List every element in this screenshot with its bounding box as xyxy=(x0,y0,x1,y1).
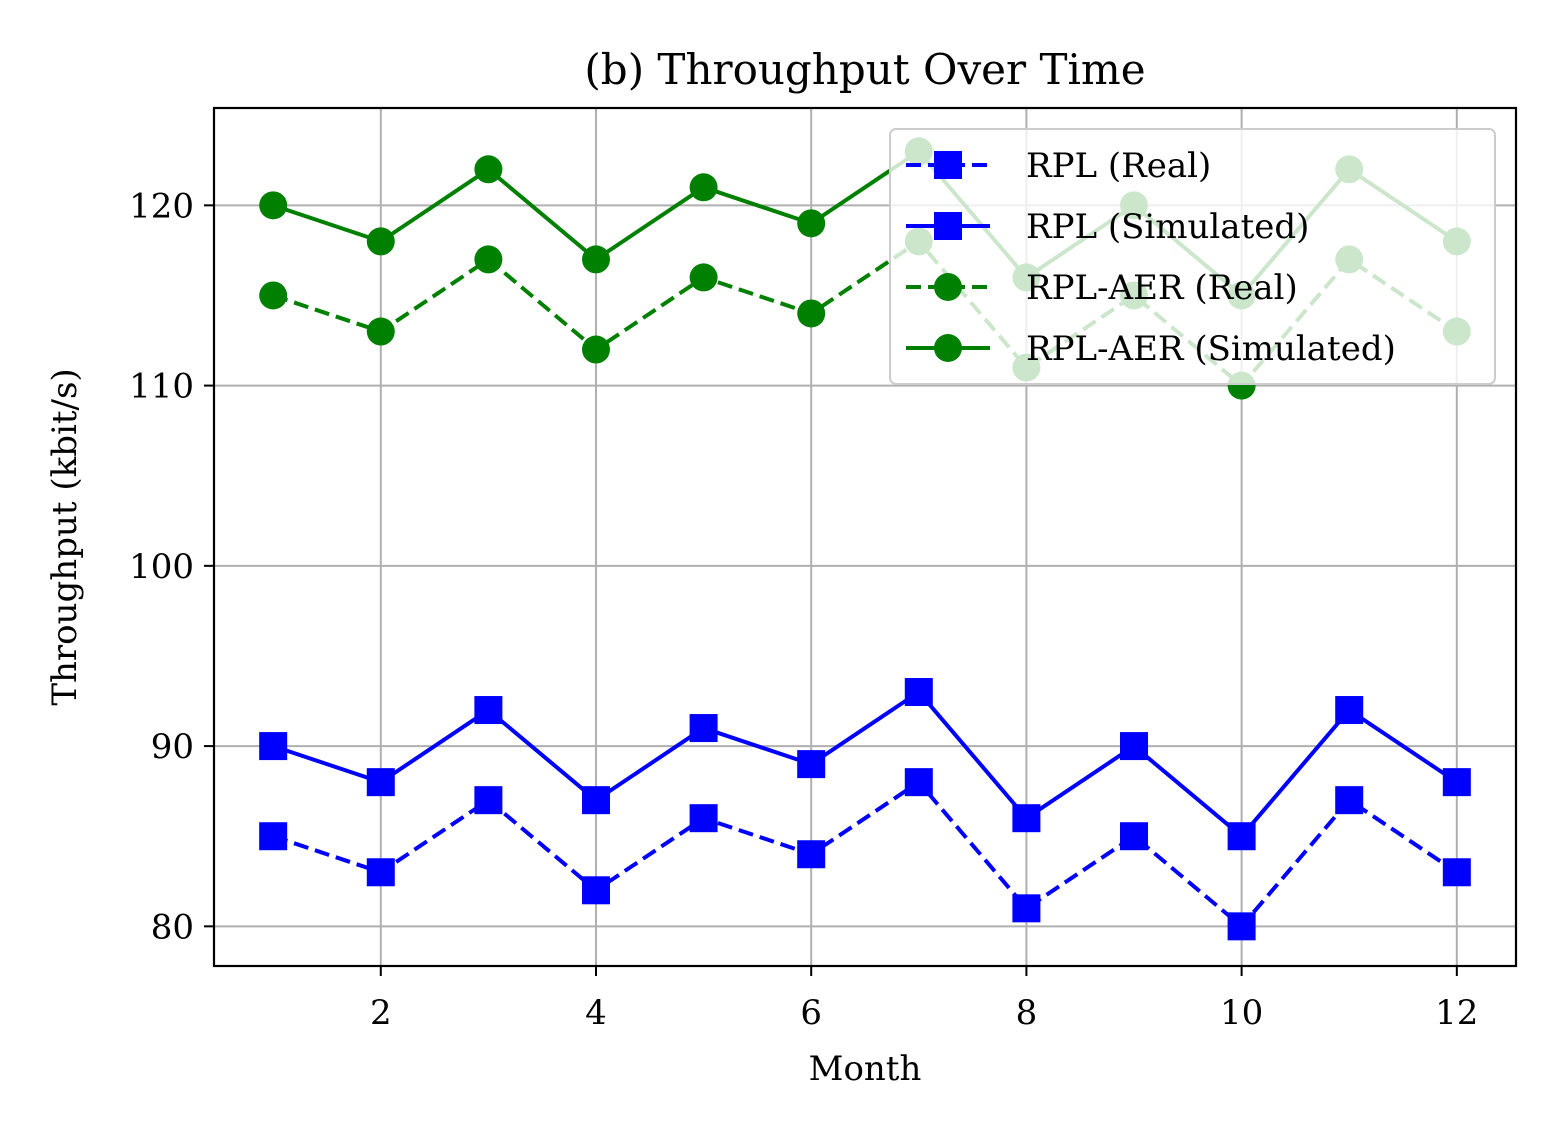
legend-label: RPL-AER (Simulated) xyxy=(1026,329,1396,369)
y-tick-label: 120 xyxy=(129,186,194,226)
data-point xyxy=(474,245,503,274)
legend-item: RPL (Real) xyxy=(906,146,1211,186)
data-point xyxy=(797,750,826,779)
x-tick-label: 4 xyxy=(585,993,607,1033)
series-rpl-simulated xyxy=(259,678,1471,851)
legend-label: RPL (Real) xyxy=(1026,146,1211,186)
legend-item: RPL-AER (Simulated) xyxy=(906,329,1396,369)
chart-title: (b) Throughput Over Time xyxy=(584,45,1145,94)
x-tick-label: 8 xyxy=(1016,993,1038,1033)
data-point xyxy=(1335,696,1364,725)
x-tick-label: 2 xyxy=(370,993,392,1033)
y-tick-label: 110 xyxy=(129,367,194,407)
legend-marker xyxy=(934,212,962,240)
data-point xyxy=(1012,804,1041,833)
data-point xyxy=(366,227,395,256)
data-point xyxy=(689,173,718,202)
y-tick-label: 100 xyxy=(129,547,194,587)
data-point xyxy=(1442,858,1471,887)
data-point xyxy=(366,858,395,887)
data-point xyxy=(259,732,288,761)
data-point xyxy=(689,714,718,743)
data-point xyxy=(1120,822,1149,851)
data-point xyxy=(797,209,826,238)
data-point xyxy=(474,696,503,725)
data-point xyxy=(689,804,718,833)
legend-label: RPL (Simulated) xyxy=(1026,207,1309,247)
x-axis-label: Month xyxy=(809,1049,922,1089)
x-tick-label: 6 xyxy=(800,993,822,1033)
data-point xyxy=(581,245,610,274)
data-point xyxy=(259,822,288,851)
x-tick-label: 12 xyxy=(1435,993,1478,1033)
axis-ticks: 2 4 6 8 10 12 80 90 100 110 120 xyxy=(129,186,1478,1033)
data-point xyxy=(904,678,933,707)
legend-item: RPL-AER (Real) xyxy=(906,268,1298,308)
legend-marker xyxy=(934,273,962,301)
data-point xyxy=(581,876,610,905)
x-tick-label: 10 xyxy=(1220,993,1263,1033)
legend-marker xyxy=(934,151,962,179)
series-line xyxy=(272,780,1458,929)
data-point xyxy=(797,299,826,328)
series-rpl-real xyxy=(259,768,1471,941)
data-point xyxy=(259,281,288,310)
legend-marker xyxy=(934,334,962,362)
y-tick-label: 90 xyxy=(151,727,194,767)
data-point xyxy=(689,263,718,292)
data-point xyxy=(1012,894,1041,923)
data-point xyxy=(474,786,503,815)
data-point xyxy=(1335,786,1364,815)
y-tick-label: 80 xyxy=(151,907,194,947)
data-point xyxy=(259,191,288,220)
y-axis-label: Throughput (kbit/s) xyxy=(45,368,85,705)
legend-item: RPL (Simulated) xyxy=(906,207,1309,247)
data-point xyxy=(1120,732,1149,761)
legend-box xyxy=(889,128,1496,385)
data-point xyxy=(366,768,395,797)
data-point xyxy=(904,768,933,797)
data-point xyxy=(474,155,503,184)
axes-frame xyxy=(212,106,1518,968)
data-point xyxy=(797,840,826,869)
series-line xyxy=(272,690,1458,839)
data-point xyxy=(581,335,610,364)
data-point xyxy=(1442,768,1471,797)
data-point xyxy=(1227,822,1256,851)
data-point xyxy=(1227,912,1256,941)
data-point xyxy=(581,786,610,815)
legend: RPL (Real) RPL (Simulated) RPL-AER (Real) R… xyxy=(889,128,1496,385)
legend-label: RPL-AER (Real) xyxy=(1026,268,1298,308)
data-point xyxy=(366,317,395,346)
